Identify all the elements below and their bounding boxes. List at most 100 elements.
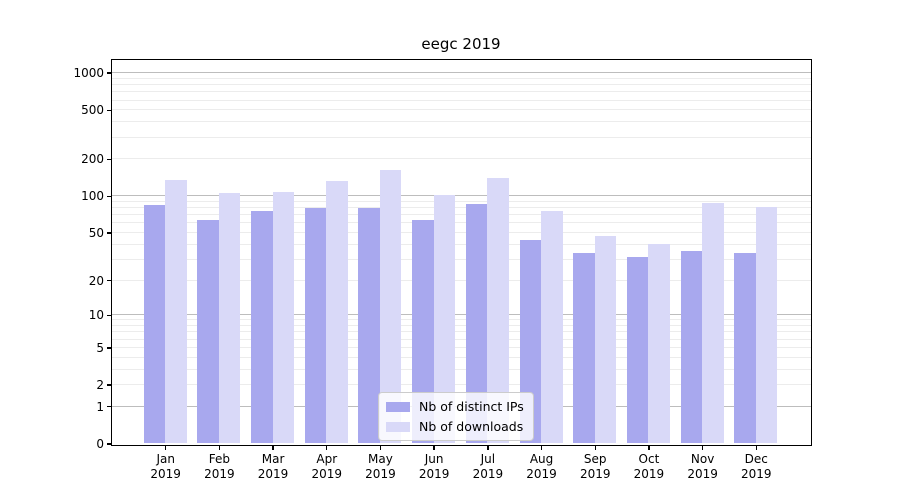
bar-downloads-jul: [487, 178, 509, 444]
x-tick-label: Jun 2019: [418, 452, 450, 481]
minor-gridline: [111, 243, 811, 245]
x-tick-mark: [326, 445, 328, 450]
y-tick-mark: [106, 384, 111, 386]
bar-downloads-may: [379, 170, 402, 444]
y-tick-label: 200: [81, 152, 104, 167]
minor-gridline: [111, 346, 811, 348]
y-tick-label: 0: [96, 437, 104, 451]
legend-item: Nb of distinct IPs: [386, 399, 524, 414]
y-tick-mark: [106, 406, 111, 408]
y-tick-mark: [106, 279, 111, 282]
plot-area: [110, 58, 812, 446]
minor-gridline: [111, 207, 811, 209]
x-tick-mark: [648, 445, 650, 450]
y-tick-label: 500: [81, 103, 104, 118]
legend: Nb of distinct IPs Nb of downloads: [378, 392, 534, 441]
x-tick-mark: [379, 445, 382, 450]
minor-gridline: [111, 368, 811, 370]
y-tick-label: 5: [96, 340, 104, 355]
bar-ips-sep: [573, 252, 595, 444]
x-tick-mark: [164, 445, 167, 450]
x-tick-label: Mar 2019: [257, 452, 289, 481]
chart-title: eegc 2019: [421, 35, 501, 53]
bar-ips-feb: [197, 220, 219, 444]
minor-gridline: [111, 136, 811, 138]
minor-gridline: [111, 338, 811, 340]
minor-gridline: [111, 158, 811, 160]
y-tick-label: 50: [88, 225, 104, 240]
x-tick-mark: [594, 445, 596, 450]
x-tick-label: Aug 2019: [526, 452, 557, 481]
minor-gridline: [111, 84, 811, 86]
bar-ips-jul: [465, 204, 488, 444]
x-tick-label: Jan 2019: [150, 452, 181, 481]
minor-gridline: [111, 222, 811, 224]
x-tick-mark: [433, 445, 435, 450]
x-tick-mark: [487, 445, 489, 450]
y-tick-mark: [106, 158, 111, 160]
x-tick-label: Nov 2019: [687, 452, 718, 481]
y-tick-mark: [106, 72, 111, 74]
minor-gridline: [111, 356, 811, 358]
y-tick-label: 1000: [73, 66, 104, 81]
x-tick-mark: [701, 445, 704, 450]
y-tick-label: 1: [96, 399, 104, 414]
bar-downloads-nov: [702, 202, 724, 444]
x-tick-mark: [218, 445, 221, 450]
y-tick-label: 100: [81, 189, 104, 204]
bar-ips-mar: [251, 211, 273, 444]
legend-label: Nb of downloads: [419, 419, 524, 434]
major-gridline: [111, 72, 811, 74]
minor-gridline: [111, 258, 811, 260]
x-tick-label: Apr 2019: [311, 452, 343, 481]
minor-gridline: [111, 214, 811, 216]
minor-gridline: [111, 109, 811, 111]
y-tick-mark: [106, 443, 111, 445]
bar-downloads-aug: [541, 211, 563, 444]
bar-ips-may: [358, 207, 380, 444]
bar-downloads-oct: [648, 244, 670, 444]
bar-downloads-sep: [594, 235, 617, 444]
x-tick-mark: [755, 445, 757, 450]
y-tick-label: 2: [96, 378, 104, 393]
x-tick-label: May 2019: [365, 452, 396, 481]
legend-swatch: [386, 421, 410, 432]
major-gridline: [111, 314, 811, 316]
y-tick-mark: [106, 195, 111, 197]
bar-downloads-feb: [218, 193, 241, 444]
bar-ips-apr: [304, 207, 327, 444]
bar-ips-jan: [143, 205, 166, 444]
x-tick-label: Jul 2019: [472, 452, 504, 481]
bar-downloads-jan: [165, 179, 187, 444]
y-tick-mark: [106, 347, 111, 349]
bar-ips-jun: [412, 220, 434, 444]
y-tick-mark: [106, 109, 111, 111]
minor-gridline: [111, 384, 811, 386]
minor-gridline: [111, 77, 811, 79]
minor-gridline: [111, 121, 811, 123]
minor-gridline: [111, 99, 811, 101]
legend-swatch: [386, 401, 410, 412]
x-tick-label: Oct 2019: [633, 452, 665, 481]
x-tick-label: Sep 2019: [579, 452, 611, 481]
minor-gridline: [111, 279, 811, 281]
x-tick-mark: [272, 445, 274, 450]
bar-downloads-apr: [326, 180, 348, 444]
bar-ips-dec: [734, 252, 756, 444]
minor-gridline: [111, 325, 811, 327]
major-gridline: [111, 195, 811, 197]
bar-downloads-jun: [433, 194, 456, 444]
y-tick-mark: [106, 232, 111, 234]
legend-item: Nb of downloads: [386, 419, 524, 434]
x-tick-mark: [540, 445, 543, 450]
bar-downloads-mar: [272, 191, 295, 444]
y-tick-mark: [106, 314, 111, 316]
y-tick-label: 10: [88, 308, 104, 323]
minor-gridline: [111, 91, 811, 93]
bar-ips-nov: [680, 251, 703, 444]
y-tick-label: 20: [88, 273, 104, 288]
x-tick-label: Feb 2019: [204, 452, 235, 481]
bar-downloads-dec: [755, 206, 778, 444]
minor-gridline: [111, 331, 811, 333]
